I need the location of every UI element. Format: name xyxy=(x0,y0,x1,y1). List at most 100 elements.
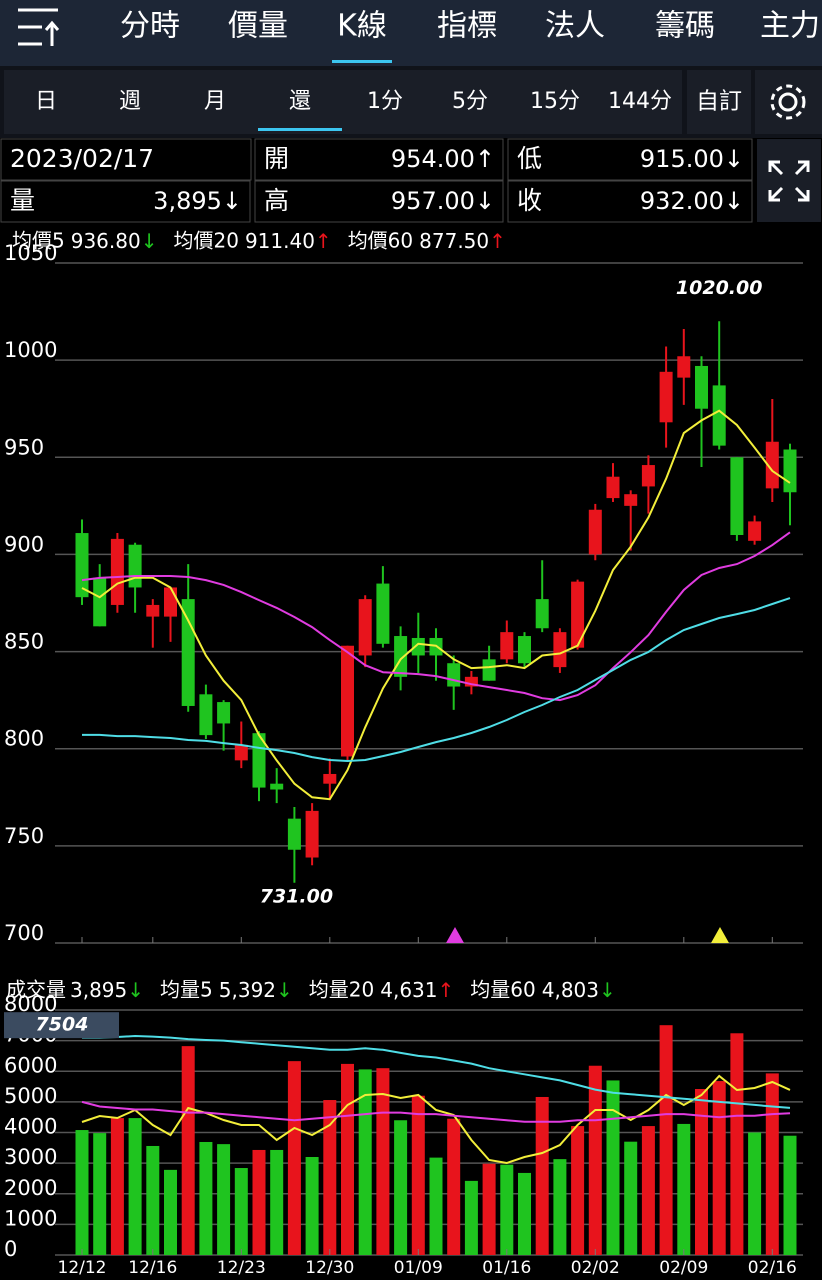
y-tick-label: 3000 xyxy=(4,1145,57,1169)
candle-body xyxy=(305,810,319,858)
legend-value: 936.80↓ xyxy=(71,229,158,253)
candle-body xyxy=(624,494,638,506)
volume-bar xyxy=(659,1025,673,1255)
candle-body xyxy=(748,521,762,541)
x-tick-label: 01/16 xyxy=(482,1258,531,1278)
y-tick-label: 2000 xyxy=(4,1176,57,1200)
signal-marker xyxy=(446,927,464,943)
candle-body xyxy=(128,544,142,588)
volume-bar xyxy=(429,1157,443,1255)
legend-value: 911.40↑ xyxy=(245,229,332,253)
y-tick-label: 950 xyxy=(4,435,44,459)
candle-body xyxy=(376,583,390,644)
legend-value: 877.50↑ xyxy=(419,229,506,253)
tab[interactable]: 主力 xyxy=(760,9,820,44)
info-cell xyxy=(254,180,504,223)
extreme-label: 731.00 xyxy=(260,885,333,907)
candle-body xyxy=(146,604,160,617)
custom-label: 自訂 xyxy=(696,89,742,115)
volume-bar xyxy=(535,1096,549,1255)
quote-value: 954.00↑ xyxy=(391,145,495,173)
custom-button[interactable] xyxy=(687,70,751,134)
x-tick-label: 02/16 xyxy=(748,1258,797,1278)
y-tick-label: 800 xyxy=(4,727,44,751)
subtab[interactable]: 月 xyxy=(204,89,226,114)
info-cell xyxy=(507,138,753,181)
signal-marker xyxy=(711,927,729,943)
tab[interactable]: 法人 xyxy=(545,9,605,44)
subtab[interactable]: 5分 xyxy=(452,89,488,114)
volume-bar xyxy=(252,1149,266,1255)
volume-bar xyxy=(305,1157,319,1255)
candle-body xyxy=(110,538,124,605)
subtab-underline xyxy=(258,128,342,131)
subtab[interactable]: 1分 xyxy=(367,89,403,114)
subtab[interactable]: 日 xyxy=(35,89,57,114)
candle-body xyxy=(730,457,744,535)
candle-body xyxy=(358,599,372,656)
subtab[interactable]: 15分 xyxy=(530,89,580,114)
ma-line xyxy=(82,1034,791,1109)
y-tick-label: 6000 xyxy=(4,1053,57,1077)
extreme-label: 1020.00 xyxy=(676,277,763,299)
quote-value: 957.00↓ xyxy=(391,187,495,215)
candle-body xyxy=(75,533,89,598)
settings-button[interactable] xyxy=(755,70,822,134)
menu-icon[interactable] xyxy=(18,8,60,46)
candle-body xyxy=(234,744,248,761)
volume-bar xyxy=(447,1118,461,1255)
legend-name: 均價5 xyxy=(12,229,65,253)
x-tick-label: 02/02 xyxy=(571,1258,620,1278)
legend-value: 4,631↑ xyxy=(380,978,454,1002)
x-tick-label: 12/30 xyxy=(305,1258,354,1278)
y-tick-label: 1050 xyxy=(4,241,57,265)
y-tick-label: 0 xyxy=(4,1237,17,1261)
candle-body xyxy=(571,581,585,648)
tab[interactable]: K線 xyxy=(337,9,387,44)
quote-value: 932.00↓ xyxy=(640,187,744,215)
volume-bar xyxy=(500,1164,514,1255)
candle-body xyxy=(518,636,531,664)
volume-bar xyxy=(571,1126,585,1255)
candle-body xyxy=(535,599,549,629)
volume-bar xyxy=(464,1180,478,1255)
candle-body xyxy=(659,371,673,423)
tab[interactable]: 指標 xyxy=(437,9,497,44)
expand-button[interactable] xyxy=(757,139,821,222)
tab[interactable]: 價量 xyxy=(228,9,288,44)
volume-bar xyxy=(588,1065,602,1255)
x-tick-label: 02/09 xyxy=(659,1258,708,1278)
x-tick-label: 12/12 xyxy=(58,1258,107,1278)
ma-line xyxy=(81,531,791,702)
volume-bar xyxy=(376,1068,390,1255)
candle-body xyxy=(500,632,514,660)
tab[interactable]: 籌碼 xyxy=(655,9,715,44)
tab[interactable]: 分時 xyxy=(120,9,180,44)
candle-body xyxy=(341,645,354,757)
info-cell xyxy=(254,138,504,181)
candle-body xyxy=(181,599,195,706)
volume-bar xyxy=(341,1063,354,1255)
volume-bar xyxy=(234,1168,248,1255)
x-tick-label: 01/09 xyxy=(394,1258,443,1278)
volume-bar xyxy=(75,1130,89,1255)
top-nav xyxy=(0,0,822,66)
quote-value: 3,895↓ xyxy=(153,187,242,215)
volume-bar xyxy=(748,1132,762,1255)
candle-body xyxy=(641,465,655,487)
gear-icon xyxy=(770,84,806,120)
candle-body xyxy=(712,385,726,446)
tab-underline xyxy=(332,60,392,63)
subtab[interactable]: 144分 xyxy=(608,89,672,114)
candle-body xyxy=(217,702,231,724)
volume-bar xyxy=(606,1080,620,1255)
ma-line xyxy=(81,1100,791,1123)
candle-body xyxy=(447,663,461,687)
quote-label: 收 xyxy=(517,186,542,215)
subtab[interactable]: 還 xyxy=(289,89,311,114)
volume-bar xyxy=(553,1159,567,1255)
info-cell xyxy=(0,180,251,223)
legend-name: 成交量 xyxy=(6,978,66,1002)
subtab[interactable]: 週 xyxy=(119,89,141,114)
x-tick-label: 12/16 xyxy=(128,1258,177,1278)
